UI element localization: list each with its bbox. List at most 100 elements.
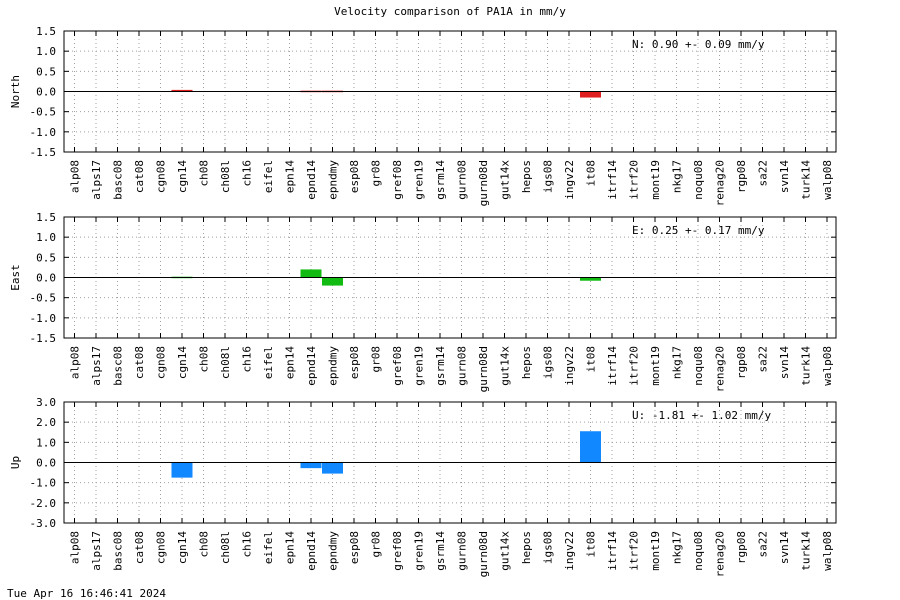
up-ytick-label: 1.0 bbox=[36, 436, 56, 449]
north-plot-frame bbox=[63, 30, 837, 153]
east-xtick-label: epnd14 bbox=[305, 346, 318, 386]
north-xtick-label: gurn08 bbox=[456, 160, 469, 200]
east-xtick-label: itrf20 bbox=[628, 346, 641, 386]
north-xtick-label: cgn14 bbox=[176, 160, 189, 193]
north-xtick-label: mont19 bbox=[649, 160, 662, 200]
north-xtick-label: gurn08d bbox=[477, 160, 490, 206]
east-xtick-label: gurn08 bbox=[456, 346, 469, 386]
east-ytick-label: 1.5 bbox=[36, 211, 56, 224]
up-xtick-label: gref08 bbox=[391, 531, 404, 571]
east-xtick-label: ch08 bbox=[198, 346, 211, 373]
north-bar bbox=[580, 91, 601, 98]
north-annotation: N: 0.90 +- 0.09 mm/y bbox=[632, 38, 765, 51]
east-ytick-label: -0.5 bbox=[30, 292, 57, 305]
north-xtick-label: epndmy bbox=[327, 160, 340, 200]
north-xtick-label: eifel bbox=[262, 160, 275, 193]
east-xtick-label: ch08l bbox=[219, 346, 232, 379]
north-xtick-label: renag20 bbox=[714, 160, 727, 206]
east-xtick-label: hepos bbox=[520, 346, 533, 379]
north-ytick-label: -1.5 bbox=[30, 146, 57, 159]
up-ytick-label: 0.0 bbox=[36, 457, 56, 470]
east-bar bbox=[580, 277, 601, 281]
east-xtick-label: walp08 bbox=[821, 346, 834, 386]
north-xtick-label: ingv22 bbox=[563, 160, 576, 200]
up-annotation: U: -1.81 +- 1.02 mm/y bbox=[632, 409, 771, 422]
up-xtick-label: epndmy bbox=[327, 531, 340, 571]
east-ytick-label: 0.5 bbox=[36, 251, 56, 264]
east-ytick-label: -1.5 bbox=[30, 332, 57, 345]
timestamp: Tue Apr 16 16:46:41 2024 bbox=[7, 587, 166, 600]
up-xtick-label: noqu08 bbox=[692, 531, 705, 571]
east-xtick-label: rgp08 bbox=[735, 346, 748, 379]
up-xtick-label: gr08 bbox=[370, 531, 383, 558]
up-ytick-label: -3.0 bbox=[30, 517, 57, 530]
east-xtick-label: gref08 bbox=[391, 346, 404, 386]
up-xtick-label: alp08 bbox=[69, 531, 82, 564]
up-xtick-label: gurn08d bbox=[477, 531, 490, 577]
north-ytick-label: 1.0 bbox=[36, 45, 56, 58]
north-ytick-label: 0.5 bbox=[36, 65, 56, 78]
east-xtick-label: nkg17 bbox=[671, 346, 684, 379]
east-xtick-label: basc08 bbox=[112, 346, 125, 386]
east-bar bbox=[300, 269, 322, 278]
up-xtick-label: itrf14 bbox=[606, 531, 619, 571]
up-xtick-label: ch16 bbox=[241, 531, 254, 558]
up-xtick-label: esp08 bbox=[348, 531, 361, 564]
up-xtick-label: mont19 bbox=[649, 531, 662, 571]
up-xtick-label: rgp08 bbox=[735, 531, 748, 564]
north-xtick-label: rgp08 bbox=[735, 160, 748, 193]
up-xtick-label: turk14 bbox=[800, 531, 813, 571]
up-xtick-label: renag20 bbox=[714, 531, 727, 577]
north-xtick-label: alp08 bbox=[69, 160, 82, 193]
east-xtick-label: sa22 bbox=[757, 346, 770, 373]
up-bar bbox=[171, 462, 193, 478]
up-xtick-label: gren19 bbox=[413, 531, 426, 571]
north-xtick-label: gut14x bbox=[499, 160, 512, 200]
east-xtick-label: esp08 bbox=[348, 346, 361, 379]
east-xtick-label: epndmy bbox=[327, 346, 340, 386]
up-xtick-label: cgn08 bbox=[155, 531, 168, 564]
east-ytick-label: 0.0 bbox=[36, 272, 56, 285]
up-xtick-label: sa22 bbox=[757, 531, 770, 558]
east-plot-frame bbox=[63, 216, 837, 339]
north-ytick-label: -0.5 bbox=[30, 106, 57, 119]
up-xtick-label: ch08l bbox=[219, 531, 232, 564]
north-xtick-label: ch16 bbox=[241, 160, 254, 187]
east-ytick-label: 1.0 bbox=[36, 231, 56, 244]
east-ytick-label: -1.0 bbox=[30, 312, 57, 325]
east-xtick-label: gsrm14 bbox=[434, 346, 447, 386]
east-ylabel: East bbox=[9, 264, 22, 291]
north-xtick-label: noqu08 bbox=[692, 160, 705, 200]
east-xtick-label: alp08 bbox=[69, 346, 82, 379]
up-bar bbox=[322, 462, 343, 474]
north-xtick-label: esp08 bbox=[348, 160, 361, 193]
up-plot-frame bbox=[63, 401, 837, 524]
north-xtick-label: cgn08 bbox=[155, 160, 168, 193]
up-xtick-label: epnd14 bbox=[305, 531, 318, 571]
north-xtick-label: svn14 bbox=[778, 160, 791, 193]
north-xtick-label: gref08 bbox=[391, 160, 404, 200]
north-xtick-label: basc08 bbox=[112, 160, 125, 200]
north-ytick-label: 0.0 bbox=[36, 86, 56, 99]
east-xtick-label: gren19 bbox=[413, 346, 426, 386]
north-xtick-label: cat08 bbox=[133, 160, 146, 193]
east-xtick-label: igs08 bbox=[542, 346, 555, 379]
up-bar bbox=[300, 462, 322, 469]
up-xtick-label: gut14x bbox=[499, 531, 512, 571]
north-xtick-label: nkg17 bbox=[671, 160, 684, 193]
up-xtick-label: cgn14 bbox=[176, 531, 189, 564]
north-xtick-label: ch08l bbox=[219, 160, 232, 193]
east-xtick-label: ingv22 bbox=[563, 346, 576, 386]
north-xtick-label: it08 bbox=[585, 160, 598, 187]
east-xtick-label: noqu08 bbox=[692, 346, 705, 386]
east-xtick-label: cat08 bbox=[133, 346, 146, 379]
up-xtick-label: itrf20 bbox=[628, 531, 641, 571]
up-xtick-label: walp08 bbox=[821, 531, 834, 571]
north-xtick-label: ch08 bbox=[198, 160, 211, 187]
up-xtick-label: cat08 bbox=[133, 531, 146, 564]
north-ytick-label: -1.0 bbox=[30, 126, 57, 139]
north-xtick-label: turk14 bbox=[800, 160, 813, 200]
east-xtick-label: epn14 bbox=[284, 346, 297, 379]
up-xtick-label: svn14 bbox=[778, 531, 791, 564]
